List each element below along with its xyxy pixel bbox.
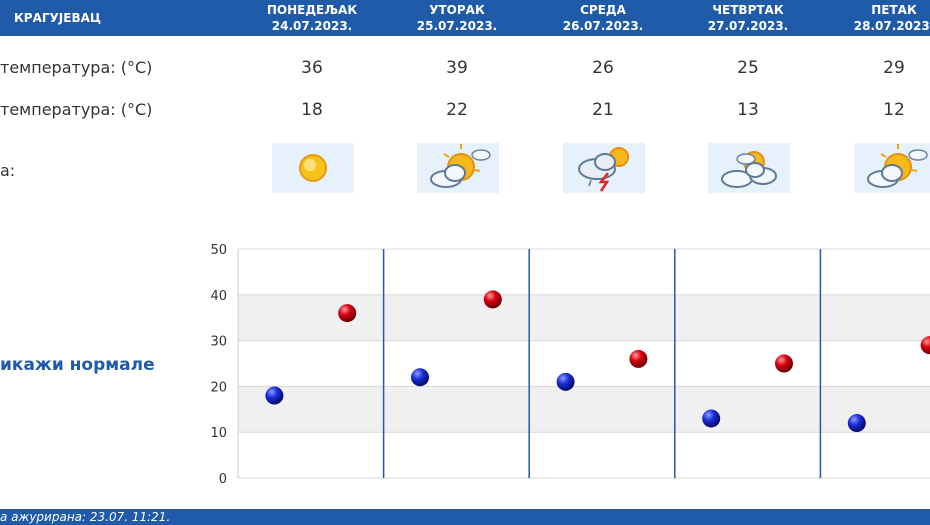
- min-temp-point: [411, 368, 429, 387]
- max-temp-point: [338, 304, 357, 323]
- y-tick-label: 50: [210, 243, 227, 258]
- day-name: ПОНЕДЕЉАК: [266, 3, 358, 17]
- day-name: УТОРАК: [429, 3, 485, 17]
- max-temp-value: 26: [592, 58, 614, 78]
- y-tick-label: 10: [210, 426, 227, 441]
- min-temp-label: температура: (°C): [0, 100, 153, 119]
- weather-label: а:: [0, 161, 16, 180]
- day-name: ЧЕТВРТАК: [712, 3, 784, 17]
- max-temp-point: [920, 336, 930, 355]
- max-temp-value: 39: [446, 58, 468, 78]
- last-updated: а ажурирана: 23.07. 11:21.: [0, 510, 171, 524]
- min-temp-point: [847, 414, 866, 433]
- max-temp-label: температура: (°C): [0, 58, 153, 77]
- day-date: 26.07.2023.: [562, 19, 644, 33]
- max-temp-value: 25: [737, 58, 759, 78]
- day-header-2: УТОРАК 25.07.2023.: [384, 2, 530, 34]
- sunny-icon: [272, 143, 354, 193]
- day-date: 28.07.2023.: [853, 19, 930, 33]
- max-temp-point: [775, 354, 793, 373]
- day-header-3: СРЕДА 26.07.2023.: [530, 2, 676, 34]
- show-normals-link[interactable]: икажи нормале: [0, 355, 155, 375]
- max-temp-value: 29: [883, 58, 905, 78]
- footer-bar: а ажурирана: 23.07. 11:21.: [0, 509, 930, 525]
- partly-cloudy-icon: [854, 143, 930, 193]
- min-temp-value: 21: [592, 100, 614, 120]
- day-header-1: ПОНЕДЕЉАК 24.07.2023.: [239, 2, 385, 34]
- max-temp-value: 36: [301, 58, 323, 78]
- min-temp-value: 13: [737, 100, 759, 120]
- day-name: ПЕТАК: [871, 3, 917, 17]
- min-temp-point: [556, 372, 575, 391]
- min-temp-value: 12: [883, 100, 905, 120]
- max-temp-point: [483, 290, 502, 309]
- city-name: КРАГУЈЕВАЦ: [14, 11, 102, 25]
- temperature-chart: 0 10 20 30 40 50: [210, 243, 930, 487]
- y-tick-label: 20: [210, 380, 227, 395]
- min-temp-value: 22: [446, 100, 468, 120]
- y-tick-label: 30: [210, 335, 227, 350]
- day-date: 24.07.2023.: [271, 19, 353, 33]
- max-temp-point: [629, 349, 648, 368]
- day-header-4: ЧЕТВРТАК 27.07.2023.: [675, 2, 821, 34]
- min-temp-value: 18: [301, 100, 323, 120]
- forecast-header: КРАГУЈЕВАЦ ПОНЕДЕЉАК 24.07.2023. УТОРАК …: [0, 0, 930, 36]
- partly-cloudy-icon: [417, 143, 499, 193]
- thunderstorm-icon: [563, 143, 645, 193]
- y-tick-label: 0: [219, 472, 227, 487]
- day-date: 25.07.2023.: [416, 19, 498, 33]
- day-header-5: ПЕТАК 28.07.2023.: [821, 2, 930, 34]
- min-temp-point: [702, 409, 721, 428]
- mostly-cloudy-icon: [708, 143, 790, 193]
- min-temp-point: [265, 386, 284, 405]
- day-date: 27.07.2023.: [707, 19, 789, 33]
- chart-band: [238, 386, 930, 433]
- day-name: СРЕДА: [580, 3, 626, 17]
- y-tick-label: 40: [210, 289, 227, 304]
